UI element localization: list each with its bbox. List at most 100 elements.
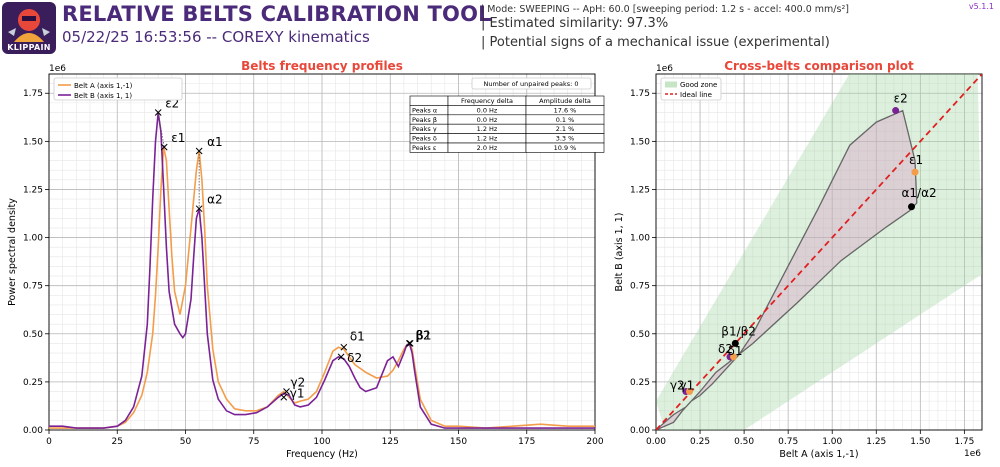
peak-table-cell-text: 2.1 % [556,125,575,133]
mode-info: | Mode: SWEEPING -- ApH: 60.0 [sweeping … [481,4,849,15]
mechanical-issue-info: | Potential signs of a mechanical issue … [481,35,830,50]
cross-legend-label: Ideal line [680,91,712,99]
peak-label: α1 [207,135,223,149]
header: KLIPPAIN RELATIVE BELTS CALIBRATION TOOL… [0,0,1000,56]
page-subtitle: 05/22/25 16:53:56 -- COREXY kinematics [62,28,370,46]
peak-marker-x-stroke [406,340,414,347]
cross-point-label: γ1 [679,379,694,393]
freq-tick-label-x: 175 [518,437,535,447]
cross-title: Cross-belts comparison plot [724,59,914,73]
cross-y-scale-label: 1e6 [656,64,673,74]
freq-legend-box [53,77,183,101]
cross-tick-label-x: 1.00 [822,437,842,447]
peak-table-cell-text: Amplitude delta [539,97,591,105]
cross-point-label: α1/α2 [902,186,937,200]
peak-table-cell-text: Frequency delta [461,97,513,105]
cross-tick-label-y: 1.75 [630,89,650,99]
peak-marker: α1 [195,135,223,155]
ideal-line [656,74,982,430]
peak-label: β2 [415,328,430,342]
peak-marker: γ2 [283,376,306,395]
peak-label: α2 [207,193,223,207]
cross-tick-label-x: 1.50 [910,437,930,447]
peak-table-cell-text: 2.0 Hz [477,144,498,152]
version-label: v5.1.1 [968,2,994,11]
cross-tick-label-y: 1.25 [630,185,650,195]
cross-point-dot [730,353,738,361]
peak-marker: ε1 [160,131,185,151]
freq-tick-label-x: 125 [382,437,399,447]
peak-label: ε1 [171,131,185,145]
cross-point-label: γ2 [670,379,685,393]
freq-frame [48,73,596,431]
cross-point-label: δ2 [718,342,733,356]
page-title: RELATIVE BELTS CALIBRATION TOOL [62,2,492,26]
freq-tick-label-y: 1.00 [23,234,43,244]
freq-tick-label-y: 0.25 [23,378,43,388]
freq-ylabel: Power spectral density [7,198,18,306]
cross-tick-label-x: 0.75 [778,437,798,447]
peak-table-cell-text: 3.3 % [556,135,575,143]
peak-marker: α2 [195,193,223,213]
peak-table-cell-text: Peaks δ [412,135,437,143]
similarity-info: | Estimated similarity: 97.3% [481,16,669,31]
cross-ylabel: Belt B (axis 1, 1) [614,213,625,292]
peak-table-cell-text: 0.1 % [556,116,575,124]
cross-point: α1/α2 [902,186,937,211]
peak-marker-x-stroke [280,393,288,401]
cross-legend: Good zone Ideal line [660,77,722,101]
peak-marker-x-stroke [283,388,290,395]
peak-table-cell-text: 0.0 Hz [477,116,498,124]
cross-tick-label-x: 1.75 [954,437,974,447]
freq-tick-label-y: 1.50 [23,137,43,147]
cross-point-label: ε1 [909,153,923,167]
freq-tick-label-y: 0.00 [23,426,43,436]
cross-point-label: ε2 [894,92,908,106]
peak-label: δ1 [350,329,365,343]
freq-tick-label-y: 0.50 [23,330,43,340]
cross-point-dot [892,107,900,115]
unpaired-peaks-note: Number of unpaired peaks: 0 [483,80,578,88]
freq-tick-label-x: 100 [313,437,330,447]
cross-legend-swatch-good-zone [665,81,677,88]
peak-table: Frequency delta Amplitude delta Peaks α 0.0… [409,95,605,153]
freq-tick-label-x: 150 [450,437,467,447]
cross-point-dot [685,388,693,396]
freq-chart: 0 25 50 75 100 125 150 175 200 0.00 0.25 0.50 0.75 1.… [7,59,605,460]
cross-tick-label-x: 0.25 [690,437,710,447]
freq-tick-label-x: 25 [112,437,123,447]
cross-chart: 0.00 0.25 0.50 0.75 1.00 1.25 1.50 1.75 0.00 0.25… [614,59,983,460]
cross-tick-label-x: 0.00 [646,437,666,447]
peak-label: γ2 [291,376,306,390]
unpaired-peaks-box [471,77,592,90]
peak-table-cell [525,142,605,153]
cross-tick-label-y: 0.00 [630,426,650,436]
cross-point-dot [731,339,739,347]
cross-point-label: β1/β2 [721,324,756,338]
peak-marker-x-stroke [195,205,203,213]
cross-tick-label-y: 1.50 [630,137,650,147]
freq-tick-label-y: 0.75 [23,282,43,292]
freq-tick-label-x: 50 [180,437,192,447]
peak-table-cell-text: 1.2 Hz [477,125,498,133]
cross-point: δ1 [728,344,743,361]
cross-x-scale-label: 1e6 [964,449,981,459]
cross-point-dot [911,168,919,176]
peak-table-cell-text: Peaks β [412,116,437,124]
peak-marker-x-stroke [337,353,345,361]
freq-tick-label-x: 200 [586,437,603,447]
peak-table-cell-text: Peaks γ [412,125,437,133]
cross-tick-label-y: 0.25 [630,378,650,388]
cross-legend-label: Good zone [680,81,717,89]
freq-y-scale-label: 1e6 [49,64,66,74]
peak-table-cell-text: 0.0 Hz [477,106,498,114]
peak-table-cell [409,95,449,106]
cross-tick-label-y: 1.00 [630,234,650,244]
cross-point-dot [908,203,916,211]
freq-tick-label-y: 1.75 [23,89,43,99]
peak-label: γ1 [290,386,305,400]
freq-tick-label-x: 75 [248,437,259,447]
peak-marker: β2 [406,328,431,347]
peak-table-cell-text: Peaks ε [412,144,437,152]
freq-title: Belts frequency profiles [241,59,403,73]
